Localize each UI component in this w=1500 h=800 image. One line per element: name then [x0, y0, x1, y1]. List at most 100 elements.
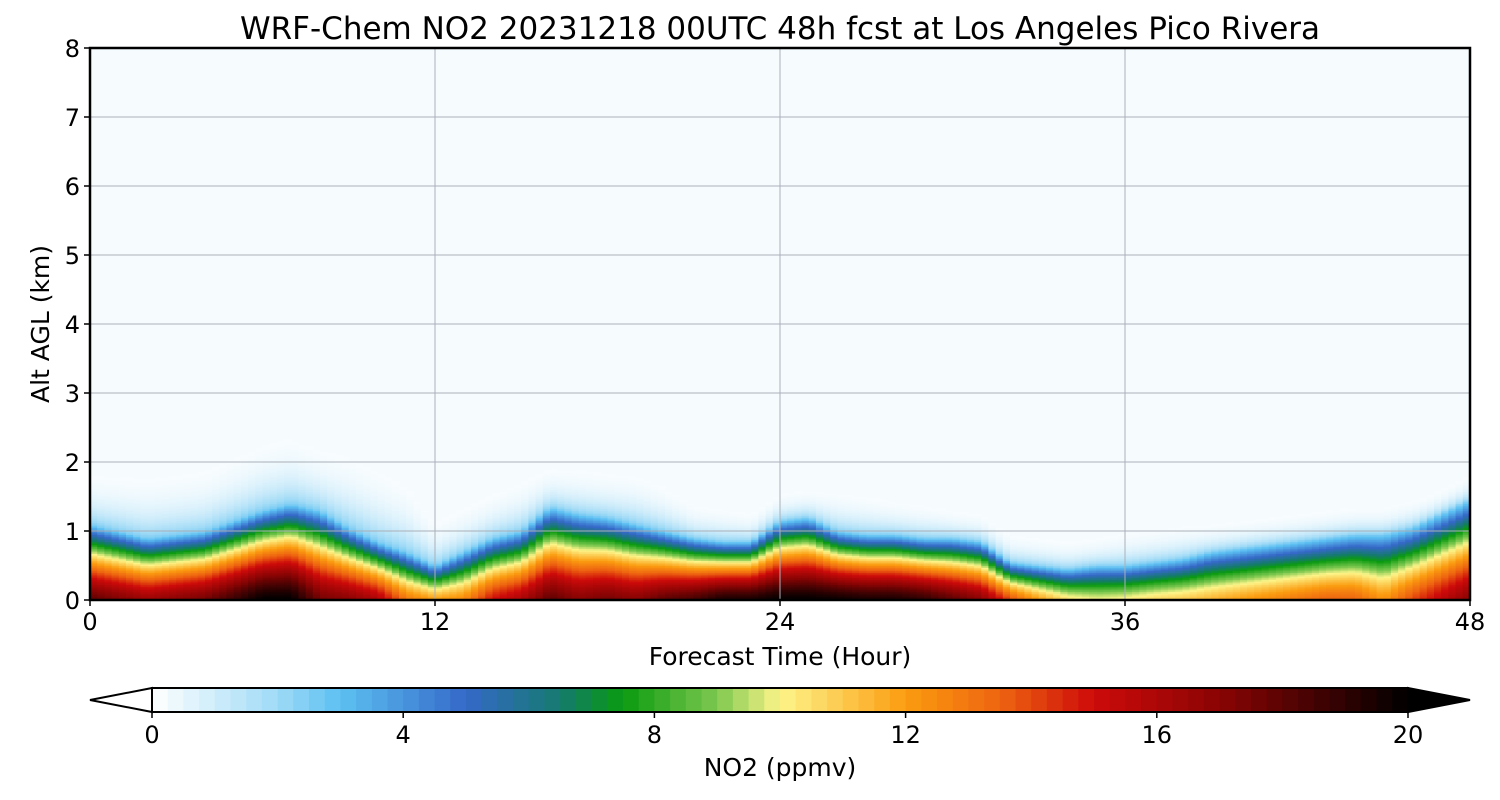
no2-cell: [542, 537, 551, 541]
no2-cell: [212, 563, 220, 567]
no2-cell: [226, 543, 235, 546]
no2-cell: [363, 498, 371, 501]
no2-cell: [176, 512, 185, 515]
no2-cell: [197, 565, 206, 568]
no2-cell: [154, 527, 163, 530]
no2-cell: [571, 505, 580, 508]
no2-cell: [312, 520, 321, 523]
no2-cell: [564, 574, 573, 577]
no2-cell: [140, 584, 149, 587]
no2-cell: [183, 575, 192, 579]
no2-cell: [248, 455, 256, 458]
no2-cell: [212, 484, 220, 487]
no2-cell: [97, 567, 105, 570]
no2-cell: [463, 584, 472, 587]
no2-cell: [255, 487, 264, 491]
no2-cell: [427, 582, 436, 586]
no2-cell: [478, 556, 486, 560]
no2-cell: [355, 480, 364, 484]
no2-cell: [276, 456, 285, 460]
no2-cell: [470, 527, 479, 530]
no2-cell: [399, 553, 407, 556]
no2-cell: [384, 477, 393, 480]
no2-cell: [176, 574, 185, 577]
no2-cell: [334, 499, 343, 503]
no2-cell: [463, 562, 472, 565]
no2-cell: [341, 567, 350, 570]
no2-cell: [248, 567, 256, 570]
no2-cell: [535, 581, 544, 584]
no2-cell: [384, 593, 393, 596]
no2-cell: [305, 505, 314, 508]
no2-cell: [183, 520, 192, 523]
no2-cell: [420, 543, 429, 546]
no2-cell: [578, 541, 587, 544]
no2-cell: [276, 512, 285, 515]
no2-cell: [550, 506, 558, 510]
no2-cell: [298, 587, 307, 591]
no2-cell: [154, 506, 163, 510]
no2-cell: [528, 484, 537, 487]
no2-cell: [90, 575, 98, 579]
no2-cell: [133, 560, 141, 563]
no2-cell: [255, 558, 264, 561]
no2-cell: [161, 498, 170, 501]
no2-cell: [276, 503, 285, 506]
no2-cell: [420, 579, 429, 582]
no2-cell: [377, 513, 386, 517]
no2-cell: [197, 541, 206, 544]
no2-cell: [384, 562, 393, 565]
no2-cell: [427, 531, 436, 534]
no2-cell: [463, 522, 472, 525]
no2-cell: [140, 541, 149, 544]
no2-cell: [542, 475, 551, 479]
no2-cell: [449, 575, 458, 579]
no2-cell: [327, 562, 335, 565]
no2-cell: [384, 546, 393, 549]
no2-cell: [269, 515, 278, 518]
no2-cell: [564, 577, 573, 580]
no2-cell: [255, 582, 264, 586]
no2-cell: [305, 472, 314, 475]
no2-cell: [240, 581, 249, 584]
no2-cell: [312, 474, 321, 477]
no2-cell: [470, 556, 479, 560]
no2-cell: [219, 475, 228, 479]
no2-cell: [578, 593, 587, 596]
no2-cell: [197, 520, 206, 523]
no2-cell: [377, 520, 386, 523]
no2-cell: [104, 527, 113, 530]
no2-cell: [312, 524, 321, 527]
no2-cell: [542, 517, 551, 520]
no2-cell: [248, 574, 256, 577]
no2-cell: [190, 572, 199, 575]
no2-cell: [550, 553, 558, 556]
no2-cell: [320, 562, 328, 565]
no2-cell: [276, 531, 285, 534]
no2-cell: [219, 491, 228, 494]
no2-cell: [355, 572, 364, 575]
no2-cell: [384, 501, 393, 505]
no2-cell: [240, 546, 249, 549]
no2-cell: [506, 501, 515, 505]
no2-cell: [248, 532, 256, 536]
no2-cell: [262, 567, 271, 570]
no2-cell: [312, 462, 321, 465]
no2-cell: [233, 543, 242, 546]
no2-cell: [478, 499, 486, 503]
no2-cell: [370, 491, 379, 494]
no2-cell: [248, 539, 256, 542]
no2-cell: [406, 503, 415, 506]
no2-cell: [240, 468, 249, 472]
no2-cell: [355, 596, 364, 599]
no2-cell: [284, 575, 292, 579]
no2-cell: [161, 591, 170, 594]
no2-cell: [413, 525, 422, 529]
no2-cell: [449, 549, 458, 553]
no2-cell: [233, 546, 242, 549]
no2-cell: [104, 541, 113, 544]
no2-cell: [370, 537, 379, 541]
no2-cell: [276, 577, 285, 580]
no2-cell: [391, 536, 400, 539]
no2-cell: [341, 462, 350, 465]
